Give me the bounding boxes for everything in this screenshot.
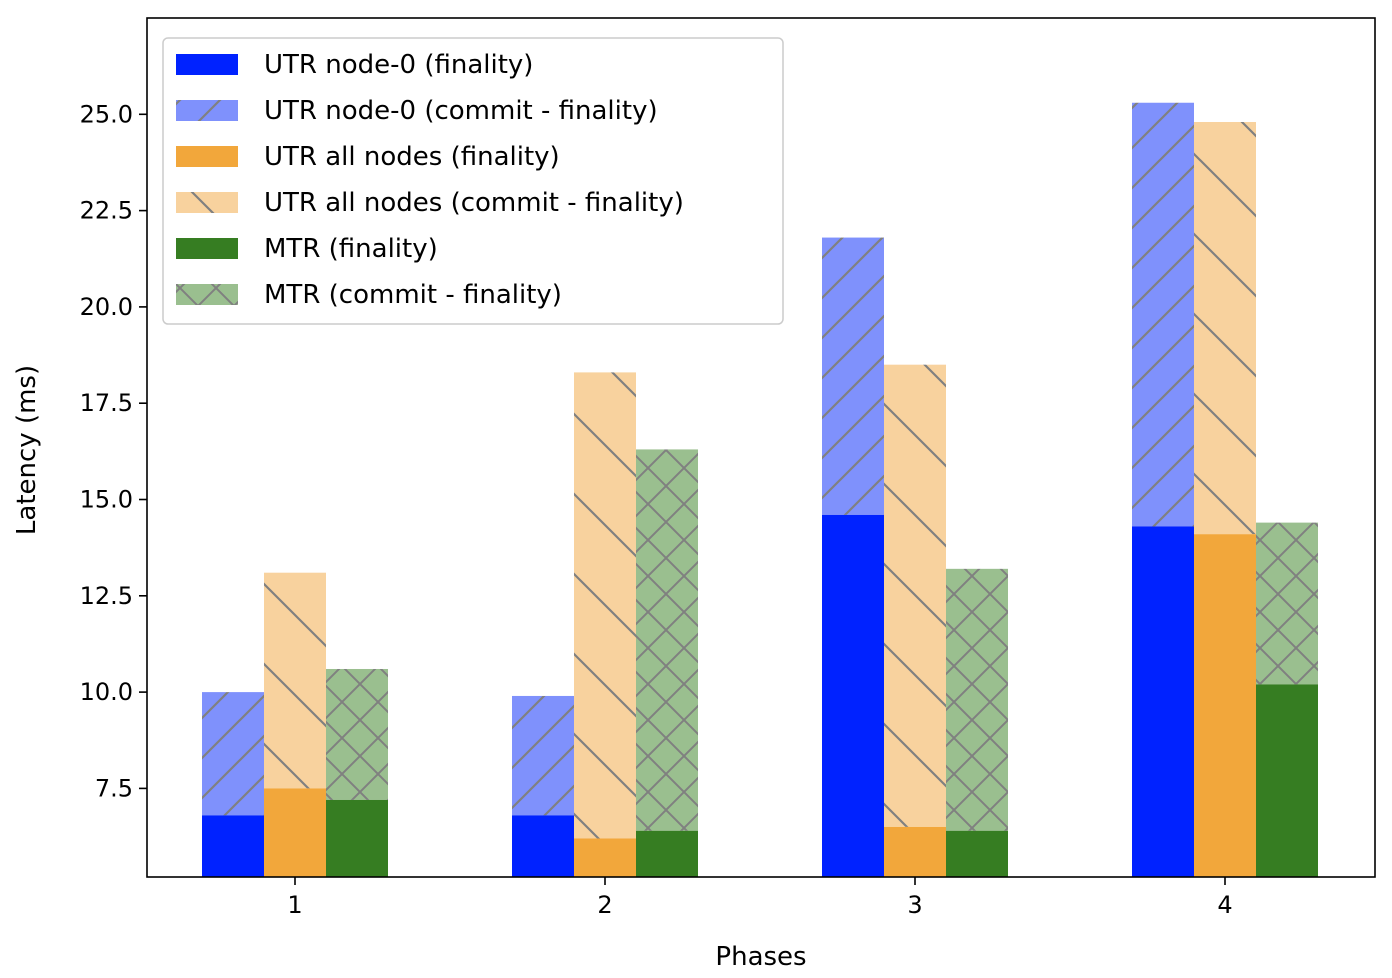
bars-layer bbox=[202, 102, 1318, 877]
legend-swatch-utrall-commit bbox=[176, 192, 238, 213]
y-tick-label: 25.0 bbox=[80, 100, 133, 128]
x-tick-label: 3 bbox=[907, 891, 922, 919]
bar-utrall-finality-phase-4 bbox=[1194, 534, 1256, 877]
bar-utrall-commit-phase-3 bbox=[884, 364, 946, 827]
bar-utrall-commit-phase-1 bbox=[264, 572, 326, 789]
bar-utr0-finality-phase-1 bbox=[202, 815, 264, 877]
x-axis-label: Phases bbox=[715, 942, 806, 972]
legend-label-utrall-finality: UTR all nodes (finality) bbox=[264, 142, 560, 172]
y-axis-label: Latency (ms) bbox=[12, 365, 42, 535]
legend-swatch-mtr-commit bbox=[176, 284, 238, 305]
bar-mtr-finality-phase-1 bbox=[326, 799, 388, 877]
x-tick-label: 1 bbox=[287, 891, 302, 919]
bar-utr0-finality-phase-2 bbox=[512, 815, 574, 877]
legend-label-utrall-commit: UTR all nodes (commit - finality) bbox=[264, 188, 684, 218]
y-tick-label: 20.0 bbox=[80, 293, 133, 321]
x-tick-label: 4 bbox=[1217, 891, 1232, 919]
legend-swatch-utr0-finality bbox=[176, 54, 238, 75]
legend: UTR node-0 (finality) UTR node-0 (commit … bbox=[162, 37, 784, 325]
y-tick-label: 22.5 bbox=[80, 197, 133, 225]
bar-utr0-commit-phase-3 bbox=[822, 237, 884, 515]
legend-label-mtr-commit: MTR (commit - finality) bbox=[264, 280, 562, 310]
bar-utrall-finality-phase-3 bbox=[884, 826, 946, 877]
y-tick-label: 12.5 bbox=[80, 582, 133, 610]
plot-frame bbox=[146, 17, 1376, 878]
legend-label-utr0-finality: UTR node-0 (finality) bbox=[264, 50, 533, 80]
bar-utr0-finality-phase-4 bbox=[1132, 526, 1194, 877]
bar-utrall-finality-phase-2 bbox=[574, 838, 636, 877]
bar-mtr-finality-phase-3 bbox=[946, 830, 1008, 877]
bar-mtr-finality-phase-4 bbox=[1256, 684, 1318, 877]
bar-mtr-commit-phase-2 bbox=[636, 449, 698, 831]
y-tick-label: 7.5 bbox=[95, 774, 133, 802]
axes-layer: 7.5 10.0 12.5 15.0 17.5 20.0 22.5 25.0 1 2 3 4 bbox=[80, 17, 1376, 919]
legend-swatch-utrall-finality bbox=[176, 146, 238, 167]
bar-mtr-commit-phase-3 bbox=[946, 568, 1008, 831]
bar-utr0-commit-phase-2 bbox=[512, 695, 574, 816]
bar-mtr-commit-phase-4 bbox=[1256, 522, 1318, 685]
legend-label-mtr-finality: MTR (finality) bbox=[264, 234, 438, 264]
y-tick-label: 15.0 bbox=[80, 486, 133, 514]
bar-utr0-commit-phase-1 bbox=[202, 692, 264, 816]
bar-utrall-finality-phase-1 bbox=[264, 788, 326, 877]
bar-utrall-commit-phase-2 bbox=[574, 372, 636, 839]
bar-utr0-finality-phase-3 bbox=[822, 514, 884, 877]
legend-label-utr0-commit: UTR node-0 (commit - finality) bbox=[264, 96, 658, 126]
bar-mtr-finality-phase-2 bbox=[636, 830, 698, 877]
y-tick-label: 17.5 bbox=[80, 389, 133, 417]
y-tick-label: 10.0 bbox=[80, 678, 133, 706]
x-tick-label: 2 bbox=[597, 891, 612, 919]
bar-utrall-commit-phase-4 bbox=[1194, 122, 1256, 535]
bar-utr0-commit-phase-4 bbox=[1132, 102, 1194, 527]
legend-swatch-utr0-commit bbox=[176, 100, 238, 121]
bar-mtr-commit-phase-1 bbox=[326, 668, 388, 800]
legend-swatch-mtr-finality bbox=[176, 238, 238, 259]
legend-frame bbox=[162, 37, 784, 325]
